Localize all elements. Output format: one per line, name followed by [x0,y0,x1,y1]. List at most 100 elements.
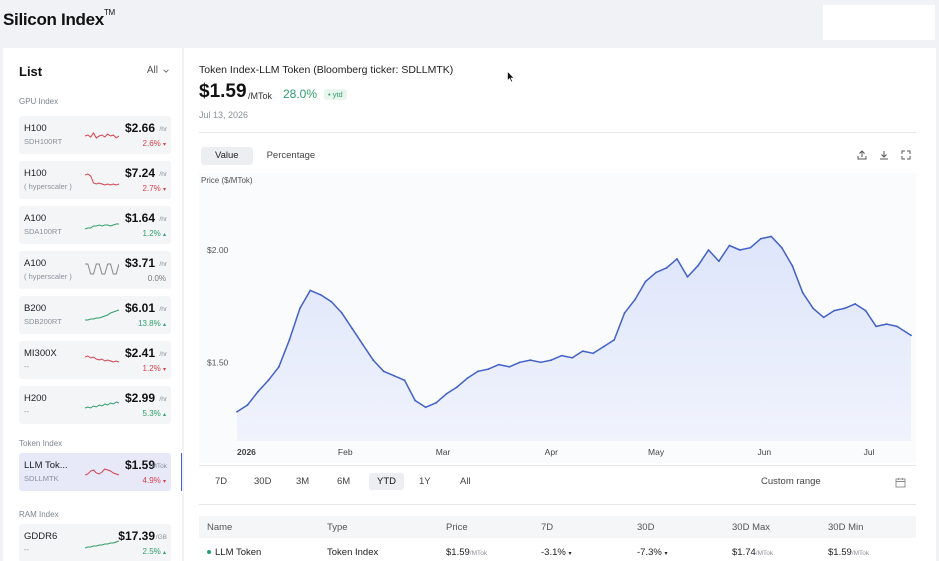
sidebar-filter-dropdown[interactable]: All [147,65,170,76]
up-arrow-icon: ▴ [162,322,166,328]
data-point [843,307,846,310]
data-point [910,334,912,337]
data-point [288,339,291,341]
data-point [833,309,836,312]
range-7d[interactable]: 7D [215,476,228,487]
data-point [655,271,657,274]
card-name: GDDR6 [24,531,58,542]
sparkline-path [85,263,119,275]
data-point [319,294,322,296]
col-price: Price [446,522,468,533]
data-point [602,345,605,348]
range-30d[interactable]: 30D [254,476,272,487]
card-name: H100 [24,123,47,134]
sparkline [85,401,119,409]
card-change-value: 2.6% [142,139,161,148]
row-30d-min: $1.59/MTok [828,547,869,558]
card-code: -- [24,407,29,416]
col-name: Name [207,522,233,533]
down-arrow-icon: ▾ [162,142,166,148]
section-label-gpu: GPU Index [19,97,59,106]
download-icon[interactable] [878,149,890,161]
table-header: Name Type Price 7D 30D 30D Max 30D Min [199,516,916,538]
index-card-a100[interactable]: A100 ( hyperscaler ) $3.71/hr 0.0% [19,251,171,289]
range-all[interactable]: All [460,476,471,487]
trademark: TM [103,8,115,18]
card-change-value: 1.2% [142,229,161,238]
index-card-llm-tok[interactable]: LLM Tok... SDLLMTK $1.59/MTok 4.9% ▾ [19,453,171,491]
range-divider [199,504,916,505]
card-unit: /hr [159,261,167,268]
section-label-token: Token Index [19,439,63,448]
x-tick-label: Mar [436,447,451,457]
row-max-unit: /MTok [755,550,774,557]
data-point [309,289,312,292]
card-change-value: 13.8% [138,319,161,328]
index-card-h100[interactable]: H100 ( hyperscaler ) $7.24/hr 2.7% ▾ [19,161,171,199]
toggle-percentage[interactable]: Percentage [266,150,316,161]
card-change-value: 5.3% [142,409,161,418]
fullscreen-icon[interactable] [900,149,912,161]
data-point [644,280,647,283]
sparkline-path [85,355,119,363]
data-point [487,368,490,370]
sparkline [85,309,119,321]
sparkline-path [85,223,119,230]
data-point [466,377,469,379]
y-tick-label: $2.00 [207,245,229,255]
data-point [246,404,249,406]
x-tick-label: Apr [545,447,558,457]
card-code: SDA100RT [24,227,62,236]
sparkline-path [85,132,119,139]
index-card-gddr6[interactable]: GDDR6 -- $17.39/GB 2.5% ▴ [19,524,171,561]
card-change: 2.6% ▾ [143,139,166,148]
card-name: H200 [24,393,47,404]
data-point [665,267,668,269]
card-change: 2.5% ▴ [143,547,166,556]
data-point [885,323,888,325]
data-point [812,307,815,310]
data-point [854,303,856,305]
down-arrow-icon: ▾ [664,551,668,557]
range-1y[interactable]: 1Y [419,476,431,487]
chart-divider [199,465,916,466]
data-point [739,249,741,251]
sparkline [85,468,119,476]
card-change: 0.0% [148,274,166,283]
card-code: ( hyperscaler ) [24,182,72,191]
index-title: Token Index-LLM Token (Bloomberg ticker:… [199,64,454,76]
card-code: SDH100RT [24,137,63,146]
custom-range-picker[interactable]: Custom range [761,476,906,488]
brand-name: Silicon Index [3,10,104,29]
range-6m[interactable]: 6M [337,476,351,487]
x-tick-label: Jun [757,447,771,457]
card-price: $3.71 [124,256,155,270]
card-price: $2.41 [124,346,155,360]
data-point [414,399,416,402]
sidebar-filter-value: All [146,65,158,76]
x-tick-label: 2026 [237,447,256,457]
index-card-mi300x[interactable]: MI300X -- $2.41/hr 1.2% ▾ [19,341,171,379]
row-30d-value: -7.3% [637,547,662,558]
status-dot [207,550,211,555]
row-price-unit: /MTok [469,550,488,557]
header-divider [199,132,916,133]
row-price: $1.59/MTok [446,547,487,558]
toggle-value[interactable]: Value [201,147,253,165]
data-point [613,339,616,341]
card-unit: /hr [159,171,167,178]
index-card-h200[interactable]: H200 -- $2.99/hr 5.3% ▴ [19,386,171,424]
price-chart[interactable]: Price ($/MTok) $2.00 $1.50 2026 Feb Mar Apr May… [199,173,916,463]
range-ytd[interactable]: YTD [369,473,404,490]
top-right-panel [823,5,935,40]
range-3m[interactable]: 3M [296,476,310,487]
x-tick-label: Jul [864,447,875,457]
index-card-b200[interactable]: B200 SDB200RT $6.01/hr 13.8% ▴ [19,296,171,334]
row-min-unit: /MTok [851,550,870,557]
index-card-a100[interactable]: A100 SDA100RT $1.64/hr 1.2% ▴ [19,206,171,244]
row-7d: -3.1% ▾ [541,547,571,558]
table-row[interactable]: LLM Token Token Index $1.59/MTok -3.1% ▾… [199,541,916,561]
share-icon[interactable] [856,149,868,161]
down-arrow-icon: ▾ [162,479,166,485]
index-card-h100[interactable]: H100 SDH100RT $2.66/hr 2.6% ▾ [19,116,171,154]
